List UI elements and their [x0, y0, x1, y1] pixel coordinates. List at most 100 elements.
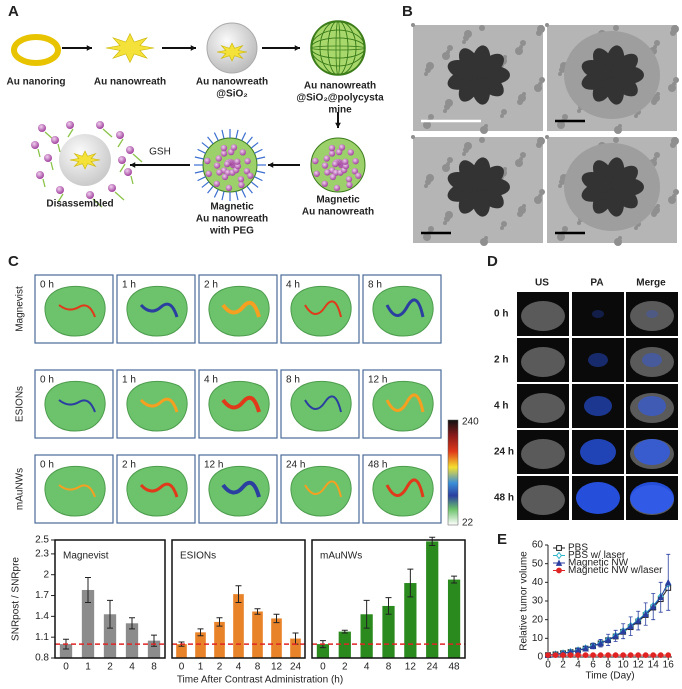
- tem-speckle: [651, 211, 657, 217]
- x-tick-label: 8: [151, 662, 157, 673]
- mri-section: [44, 285, 106, 337]
- x-tick-label: 10: [618, 660, 630, 671]
- group-title: Magnevist: [63, 551, 109, 562]
- released-chain: [102, 128, 113, 138]
- x-tick-label: 4: [364, 662, 370, 673]
- x-tick-label: 48: [449, 662, 461, 673]
- error-bar: [451, 575, 458, 584]
- tem-speckle: [558, 184, 562, 188]
- released-chain: [114, 191, 125, 201]
- x-tick-label: 1: [85, 662, 91, 673]
- tem-speckle: [463, 147, 469, 153]
- marker: [642, 610, 649, 617]
- tem-speckle: [634, 114, 638, 118]
- time-label: 2 h: [204, 280, 218, 291]
- peg-chain: [250, 181, 259, 188]
- us-tumor: [630, 301, 674, 331]
- nanoring: [11, 34, 61, 66]
- y-tick-label: 50: [532, 558, 544, 569]
- tem-speckle: [428, 226, 434, 232]
- nanowreath-core: [216, 42, 248, 62]
- bar: [252, 611, 263, 658]
- tem-speckle: [559, 179, 565, 185]
- magnetic-particle: [335, 148, 343, 156]
- released-particle: [38, 124, 46, 132]
- magnetic-particle: [329, 173, 337, 181]
- tem-speckle: [539, 77, 545, 83]
- bar: [59, 644, 73, 658]
- peg-chain: [201, 142, 210, 149]
- us-tumor: [521, 439, 565, 469]
- x-tick-label: 2: [217, 662, 223, 673]
- magnetic-particle: [238, 181, 245, 189]
- magnetic-particle: [221, 173, 229, 181]
- peg-chain: [213, 189, 219, 198]
- x-tick-label: 0: [179, 662, 185, 673]
- bar: [103, 614, 117, 658]
- peg-chain: [241, 132, 247, 141]
- mri-signal: [58, 304, 96, 318]
- magnetic-particle: [234, 158, 241, 165]
- bar: [233, 594, 244, 658]
- peg-chain: [194, 170, 204, 174]
- bar: [316, 644, 330, 658]
- marker: [612, 632, 619, 639]
- tem-speckle: [480, 238, 488, 246]
- tem-speckle: [557, 121, 565, 129]
- magnetic-particle: [338, 144, 346, 151]
- released-particle: [96, 121, 104, 129]
- peg-chain: [194, 156, 204, 160]
- tem-speckle: [442, 52, 450, 60]
- tem-speckle: [613, 137, 619, 143]
- tem-speckle: [559, 67, 565, 73]
- magnetic-particle: [244, 157, 251, 165]
- released-chain: [67, 128, 74, 138]
- peg-chain: [207, 185, 214, 194]
- tem-speckle: [479, 137, 485, 143]
- magnetic-particle: [220, 150, 228, 157]
- magnetic-particle: [352, 157, 359, 165]
- error-bar: [129, 617, 135, 630]
- panel-label: B: [402, 3, 413, 20]
- panel-label: A: [8, 3, 19, 20]
- step-label: @SiO₂@polycysta: [296, 93, 384, 104]
- released-chain: [42, 178, 46, 188]
- peg-chain: [235, 191, 239, 201]
- tem-speckle: [462, 40, 466, 44]
- mri-signal: [139, 302, 179, 318]
- tem-speckle: [517, 99, 523, 105]
- x-tick-label: 2: [107, 662, 113, 673]
- released-chain: [57, 143, 61, 153]
- tem-speckle: [463, 35, 469, 41]
- tem-speckle: [462, 152, 466, 156]
- marker: [567, 652, 574, 659]
- marker: [642, 652, 649, 659]
- released-chain: [92, 198, 103, 208]
- time-label: 4 h: [286, 280, 300, 291]
- legend-label: Magnetic NW w/laser: [568, 565, 663, 576]
- marker: [650, 652, 657, 659]
- step-label: with PEG: [209, 226, 254, 237]
- x-tick-label: 4: [575, 660, 581, 671]
- colorbar-min: 22: [462, 518, 474, 529]
- released-particle: [86, 191, 94, 199]
- magnetic-particle: [216, 169, 223, 176]
- us-tumor: [521, 485, 565, 515]
- tem-speckle: [480, 126, 488, 134]
- pa-signal: [646, 310, 658, 318]
- tem-speckle: [539, 189, 545, 195]
- marker: [619, 627, 627, 635]
- panel-label: C: [8, 253, 19, 270]
- mri-section: [44, 380, 106, 432]
- nanowreath-core: [69, 150, 101, 170]
- y-tick-label: 10: [532, 633, 544, 644]
- tem-speckle: [447, 157, 453, 163]
- legend-label: Magnetic NW: [568, 558, 629, 569]
- magnetic-particle: [247, 172, 254, 179]
- marker: [555, 551, 563, 560]
- tem-speckle: [562, 114, 568, 120]
- magnetic-particle: [324, 169, 331, 176]
- released-particle: [44, 154, 52, 162]
- tem-speckle: [425, 179, 431, 185]
- mri-signal: [304, 300, 342, 318]
